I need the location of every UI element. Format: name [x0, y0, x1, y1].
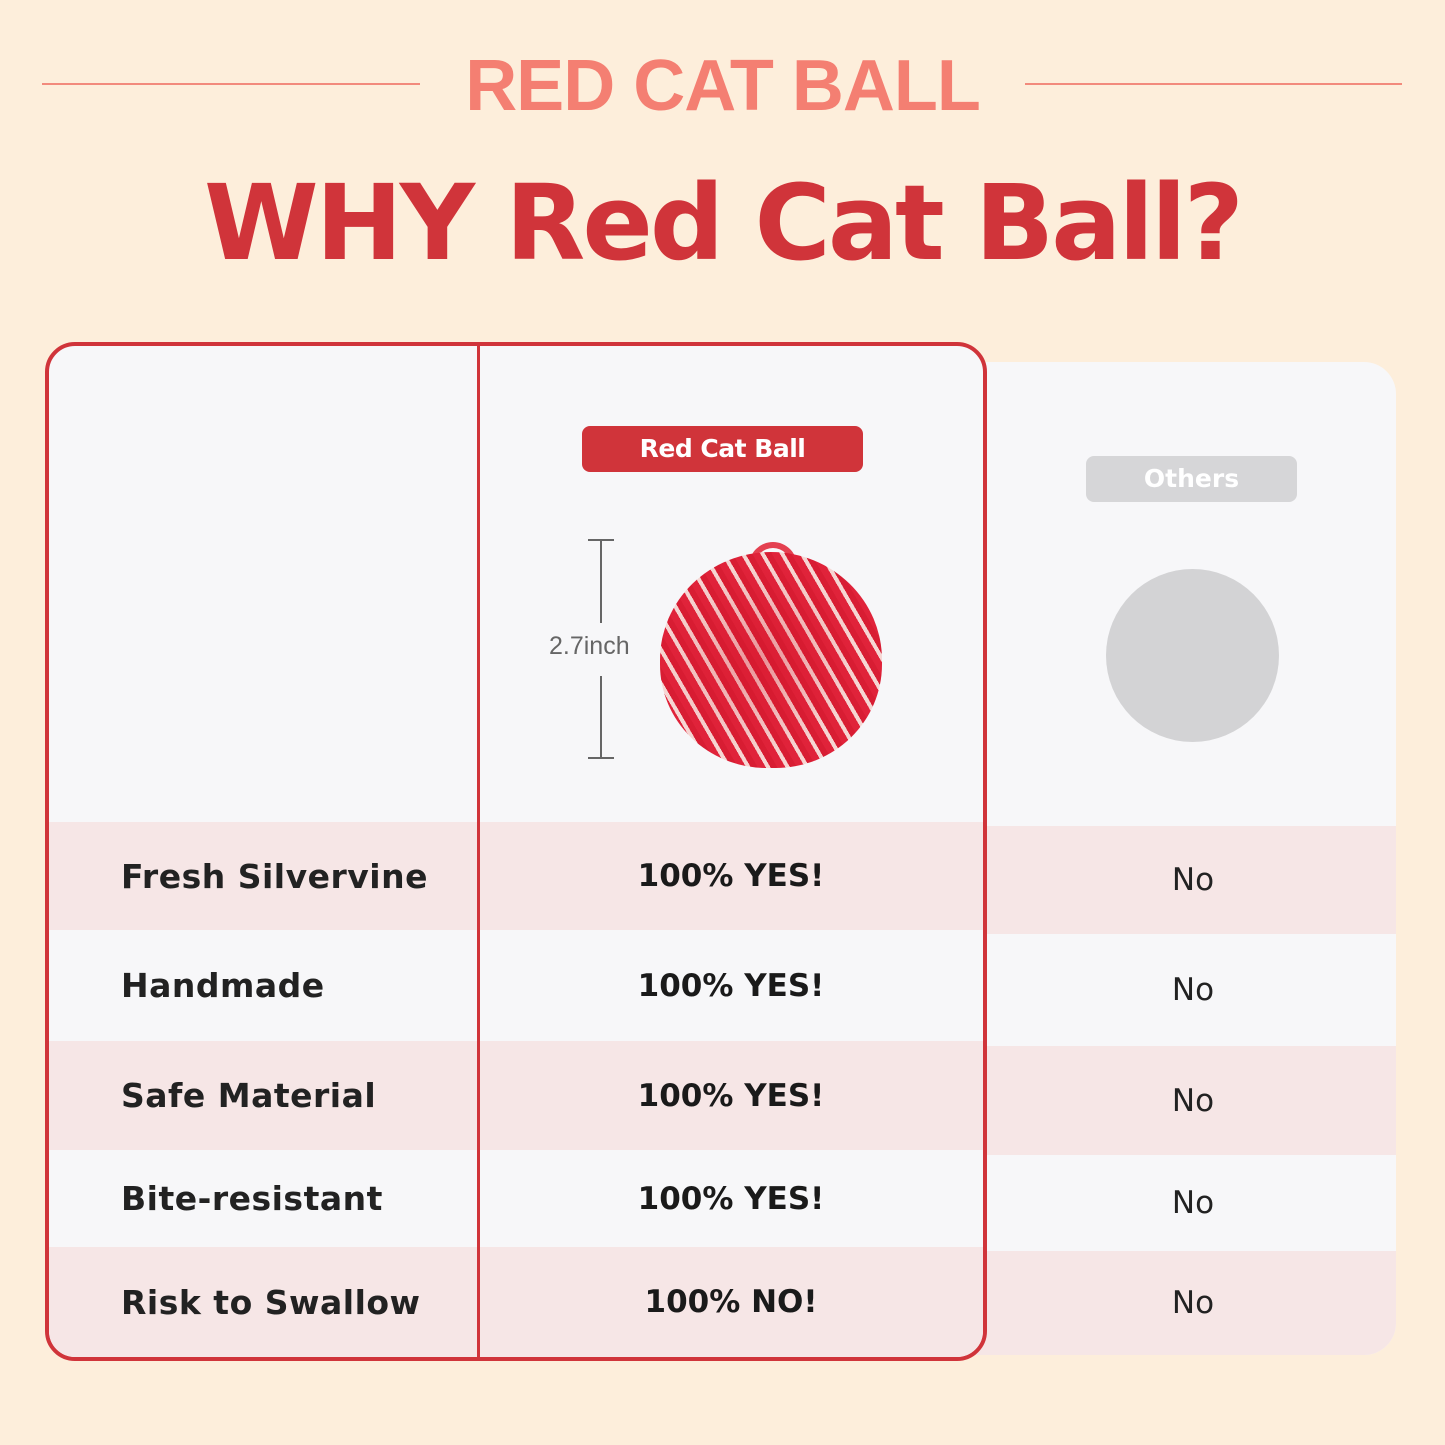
ours-value: 100% YES! [637, 967, 825, 1004]
others-cell: No [1171, 1185, 1215, 1221]
ours-value: 100% NO! [644, 1284, 818, 1320]
comparison-table: Red Cat Ball 2.7inch Fresh Silvervine 10… [45, 342, 987, 1361]
dimension-label: 2.7inch [549, 632, 630, 660]
dimension-bottom-cap [588, 757, 614, 759]
ours-value: 100% YES! [637, 858, 825, 894]
others-cell: No [940, 826, 1396, 934]
table-row: Bite-resistant 100% YES! [49, 1150, 983, 1247]
title-rule-left [42, 83, 420, 85]
table-row: Safe Material 100% YES! [49, 1041, 983, 1150]
table-row: Fresh Silvervine 100% YES! [49, 822, 983, 930]
column-divider [477, 346, 480, 1357]
table-row: Handmade 100% YES! [49, 930, 983, 1041]
product-badge: Red Cat Ball [582, 426, 863, 472]
table-row: Risk to Swallow 100% NO! [49, 1247, 983, 1357]
others-cell: No [940, 1251, 1396, 1355]
title-rule-right [1025, 83, 1402, 85]
others-cell: No [1171, 972, 1215, 1008]
feature-label: Handmade [121, 966, 325, 1005]
others-placeholder-image [1106, 569, 1279, 742]
red-cat-ball-image [660, 552, 882, 768]
others-cell: No [940, 1046, 1396, 1155]
headline: WHY Red Cat Ball? [203, 162, 1244, 284]
others-column: Others No No No No No [940, 362, 1396, 1355]
brand-title: RED CAT BALL [465, 46, 981, 126]
feature-label: Fresh Silvervine [121, 856, 428, 896]
dimension-line-top [600, 539, 602, 623]
dimension-line-bottom [600, 676, 602, 758]
others-badge: Others [1086, 456, 1297, 502]
ours-value: 100% YES! [637, 1180, 825, 1217]
feature-label: Bite-resistant [121, 1179, 383, 1218]
feature-label: Risk to Swallow [121, 1282, 421, 1322]
ours-value: 100% YES! [637, 1077, 825, 1114]
feature-label: Safe Material [121, 1076, 377, 1115]
